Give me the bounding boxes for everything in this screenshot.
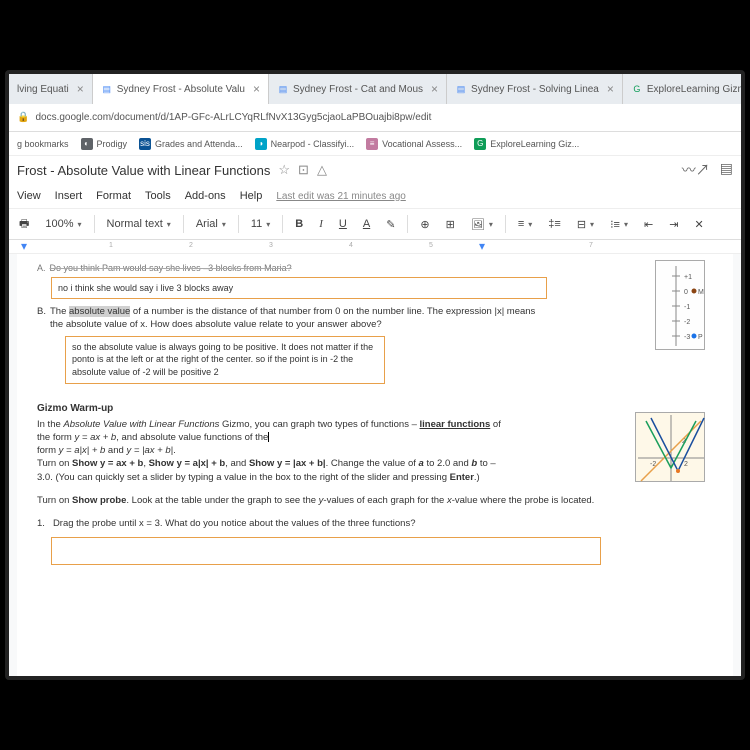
bookmark-explore[interactable]: GExploreLearning Giz... bbox=[474, 138, 579, 150]
print-icon[interactable]: 🖶 bbox=[13, 213, 35, 236]
tab-marker-icon[interactable]: ▾ bbox=[21, 240, 27, 253]
grades-icon: sis bbox=[139, 138, 151, 150]
comment-button[interactable]: ⊞ bbox=[440, 216, 461, 233]
probe-paragraph: Turn on Show probe. Look at the table un… bbox=[37, 494, 597, 507]
tab-label: lving Equati bbox=[17, 84, 69, 95]
svg-text:+1: +1 bbox=[684, 274, 692, 281]
toolbar: 🖶 100% Normal text Arial 11 B I U A ✎ ⊕ … bbox=[9, 208, 741, 240]
image-button[interactable]: 🖼 bbox=[465, 216, 499, 233]
menu-format[interactable]: Format bbox=[96, 190, 131, 202]
menu-insert[interactable]: Insert bbox=[55, 190, 83, 202]
question-a-text: Do you think Pam would say she lives –3 … bbox=[50, 262, 292, 275]
tab-0[interactable]: lving Equati × bbox=[9, 74, 93, 104]
tab-4[interactable]: G ExploreLearning Gizmos: M bbox=[623, 74, 741, 104]
checklist-button[interactable]: ⊟ bbox=[571, 216, 600, 233]
last-edit[interactable]: Last edit was 21 minutes ago bbox=[276, 191, 406, 202]
bookmark-grades[interactable]: sisGrades and Attenda... bbox=[139, 138, 243, 150]
align-button[interactable]: ≡ bbox=[512, 216, 538, 232]
close-icon[interactable]: × bbox=[607, 82, 614, 96]
svg-text:-2: -2 bbox=[684, 319, 690, 326]
underline-button[interactable]: U bbox=[333, 216, 353, 232]
bold-button[interactable]: B bbox=[289, 216, 309, 232]
menu-addons[interactable]: Add-ons bbox=[185, 190, 226, 202]
indent-inc-button[interactable]: ⇥ bbox=[663, 216, 684, 233]
close-icon[interactable]: × bbox=[77, 82, 84, 96]
explore-icon: G bbox=[474, 138, 486, 150]
screen: lving Equati × ▤ Sydney Frost - Absolute V… bbox=[5, 70, 745, 680]
close-icon[interactable]: × bbox=[253, 82, 260, 96]
font-select[interactable]: Arial bbox=[190, 216, 232, 232]
nearpod-icon: ◑ bbox=[255, 138, 267, 150]
docs-icon: ▤ bbox=[455, 83, 467, 95]
comment-icon[interactable]: ▤ bbox=[720, 160, 733, 180]
question-1: 1. Drag the probe until x = 3. What do y… bbox=[37, 517, 547, 530]
cloud-icon[interactable]: △ bbox=[317, 162, 327, 178]
item-a: A. Do you think Pam would say she lives … bbox=[37, 262, 547, 275]
bookmark-vocational[interactable]: ≡Vocational Assess... bbox=[366, 138, 462, 150]
question-b-text: The absolute value of a number is the di… bbox=[50, 305, 547, 332]
line-spacing-button[interactable]: ‡≡ bbox=[542, 216, 567, 232]
text-cursor bbox=[268, 432, 269, 442]
gizmo-icon: G bbox=[631, 83, 643, 95]
url-bar[interactable]: 🔒 docs.google.com/document/d/1AP-GFc-ALr… bbox=[9, 104, 741, 132]
doc-title[interactable]: Frost - Absolute Value with Linear Funct… bbox=[17, 163, 270, 178]
link-button[interactable]: ⊕ bbox=[414, 216, 435, 233]
url-text: docs.google.com/document/d/1AP-GFc-ALrLC… bbox=[35, 112, 431, 123]
tab-2[interactable]: ▤ Sydney Frost - Cat and Mous × bbox=[269, 74, 447, 104]
indent-marker-icon[interactable]: ▾ bbox=[479, 240, 485, 253]
lock-icon: 🔒 bbox=[17, 112, 29, 123]
indent-dec-button[interactable]: ⇤ bbox=[638, 216, 659, 233]
answer-box-b[interactable]: so the absolute value is always going to… bbox=[65, 336, 385, 384]
docs-icon: ▤ bbox=[277, 83, 289, 95]
vocational-icon: ≡ bbox=[366, 138, 378, 150]
bookmark-nearpod[interactable]: ◑Nearpod - Classifyi... bbox=[255, 138, 355, 150]
warmup-paragraph: In the Absolute Value with Linear Functi… bbox=[37, 418, 507, 484]
svg-text:M: M bbox=[698, 289, 704, 296]
tab-1[interactable]: ▤ Sydney Frost - Absolute Valu × bbox=[93, 74, 269, 104]
tab-label: ExploreLearning Gizmos: M bbox=[647, 84, 741, 95]
svg-text:P: P bbox=[698, 334, 703, 341]
answer-box-q1[interactable] bbox=[51, 537, 601, 565]
tab-3[interactable]: ▤ Sydney Frost - Solving Linea × bbox=[447, 74, 623, 104]
function-graph: 2 -2 2 bbox=[635, 412, 705, 482]
doc-header: Frost - Absolute Value with Linear Funct… bbox=[9, 156, 741, 184]
prodigy-icon: ◐ bbox=[81, 138, 93, 150]
menu-help[interactable]: Help bbox=[240, 190, 263, 202]
bookmarks-bar: g bookmarks ◐Prodigy sisGrades and Atten… bbox=[9, 132, 741, 156]
browser-tabs: lving Equati × ▤ Sydney Frost - Absolute V… bbox=[9, 74, 741, 104]
svg-text:-3: -3 bbox=[684, 334, 690, 341]
warmup-title: Gizmo Warm-up bbox=[37, 402, 547, 416]
style-select[interactable]: Normal text bbox=[101, 216, 177, 232]
text-color-button[interactable]: A bbox=[357, 216, 376, 232]
svg-text:0: 0 bbox=[684, 289, 688, 296]
clear-format-button[interactable]: ✕ bbox=[688, 216, 709, 233]
document-area: ▾ 1 2 3 4 5 7 ▾ A. Do you think Pam woul… bbox=[9, 240, 741, 676]
bookmark-managed[interactable]: g bookmarks bbox=[17, 139, 69, 149]
trend-icon[interactable]: 〰↗ bbox=[682, 160, 710, 180]
italic-button[interactable]: I bbox=[313, 216, 329, 232]
tab-label: Sydney Frost - Absolute Valu bbox=[117, 84, 245, 95]
docs-icon: ▤ bbox=[101, 83, 113, 95]
menu-bar: View Insert Format Tools Add-ons Help La… bbox=[9, 184, 741, 208]
move-icon[interactable]: ⊡ bbox=[298, 162, 309, 178]
menu-view[interactable]: View bbox=[17, 190, 41, 202]
svg-text:2: 2 bbox=[684, 461, 688, 468]
document-page[interactable]: A. Do you think Pam would say she lives … bbox=[17, 254, 733, 676]
menu-tools[interactable]: Tools bbox=[145, 190, 171, 202]
highlight-button[interactable]: ✎ bbox=[380, 216, 401, 233]
warmup-section: Gizmo Warm-up In the Absolute Value with… bbox=[37, 402, 547, 484]
answer-box-a[interactable]: no i think she would say i live 3 blocks… bbox=[51, 277, 547, 300]
close-icon[interactable]: × bbox=[431, 82, 438, 96]
tab-label: Sydney Frost - Solving Linea bbox=[471, 84, 599, 95]
size-select[interactable]: 11 bbox=[245, 216, 276, 232]
zoom-select[interactable]: 100% bbox=[39, 216, 87, 232]
ruler[interactable]: ▾ 1 2 3 4 5 7 ▾ bbox=[9, 240, 741, 254]
star-icon[interactable]: ☆ bbox=[278, 162, 290, 178]
svg-text:-1: -1 bbox=[684, 304, 690, 311]
item-b: B. The absolute value of a number is the… bbox=[37, 305, 547, 332]
number-line-graph: +1 0 M -1 -2 -3 P bbox=[655, 260, 705, 350]
bullets-button[interactable]: ⁝≡ bbox=[604, 216, 634, 233]
bookmark-prodigy[interactable]: ◐Prodigy bbox=[81, 138, 128, 150]
tab-label: Sydney Frost - Cat and Mous bbox=[293, 84, 423, 95]
